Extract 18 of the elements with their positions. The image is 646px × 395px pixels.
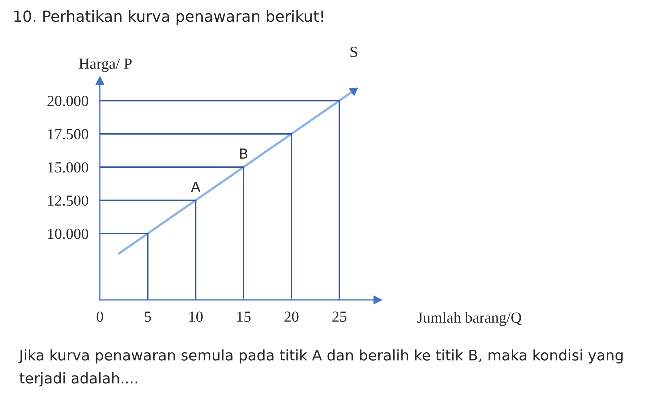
x-tick-label: 10 [190, 312, 203, 322]
annotation: A [191, 182, 201, 192]
annotation: B [240, 148, 248, 159]
x-tick-label: 25 [332, 312, 347, 322]
x-tick-label: 5 [145, 312, 152, 322]
y-tick-label: 10.000 [48, 228, 88, 240]
y-axis-title: Harga/ P [79, 58, 132, 72]
x-tick-label: 15 [238, 312, 251, 322]
x-tick-label: 0 [96, 312, 104, 322]
chart-title: 10. Perhatikan kurva penawaran berikut! [14, 10, 324, 26]
annotation: S [350, 47, 358, 58]
y-tick-label: 12.500 [48, 196, 88, 206]
y-tick-label: 15.000 [48, 162, 88, 173]
text: Jika kurva penawaran semula pada titik A dan beralih ke titik B, maka kondisi yang terjadi adalah.... [18, 350, 623, 387]
y-tick-label: 20.000 [48, 96, 88, 106]
y-tick-label: 17.500 [48, 129, 88, 140]
x-tick-label: 20 [284, 312, 299, 322]
x-axis-title: Jumlah barang/Q [418, 312, 522, 326]
